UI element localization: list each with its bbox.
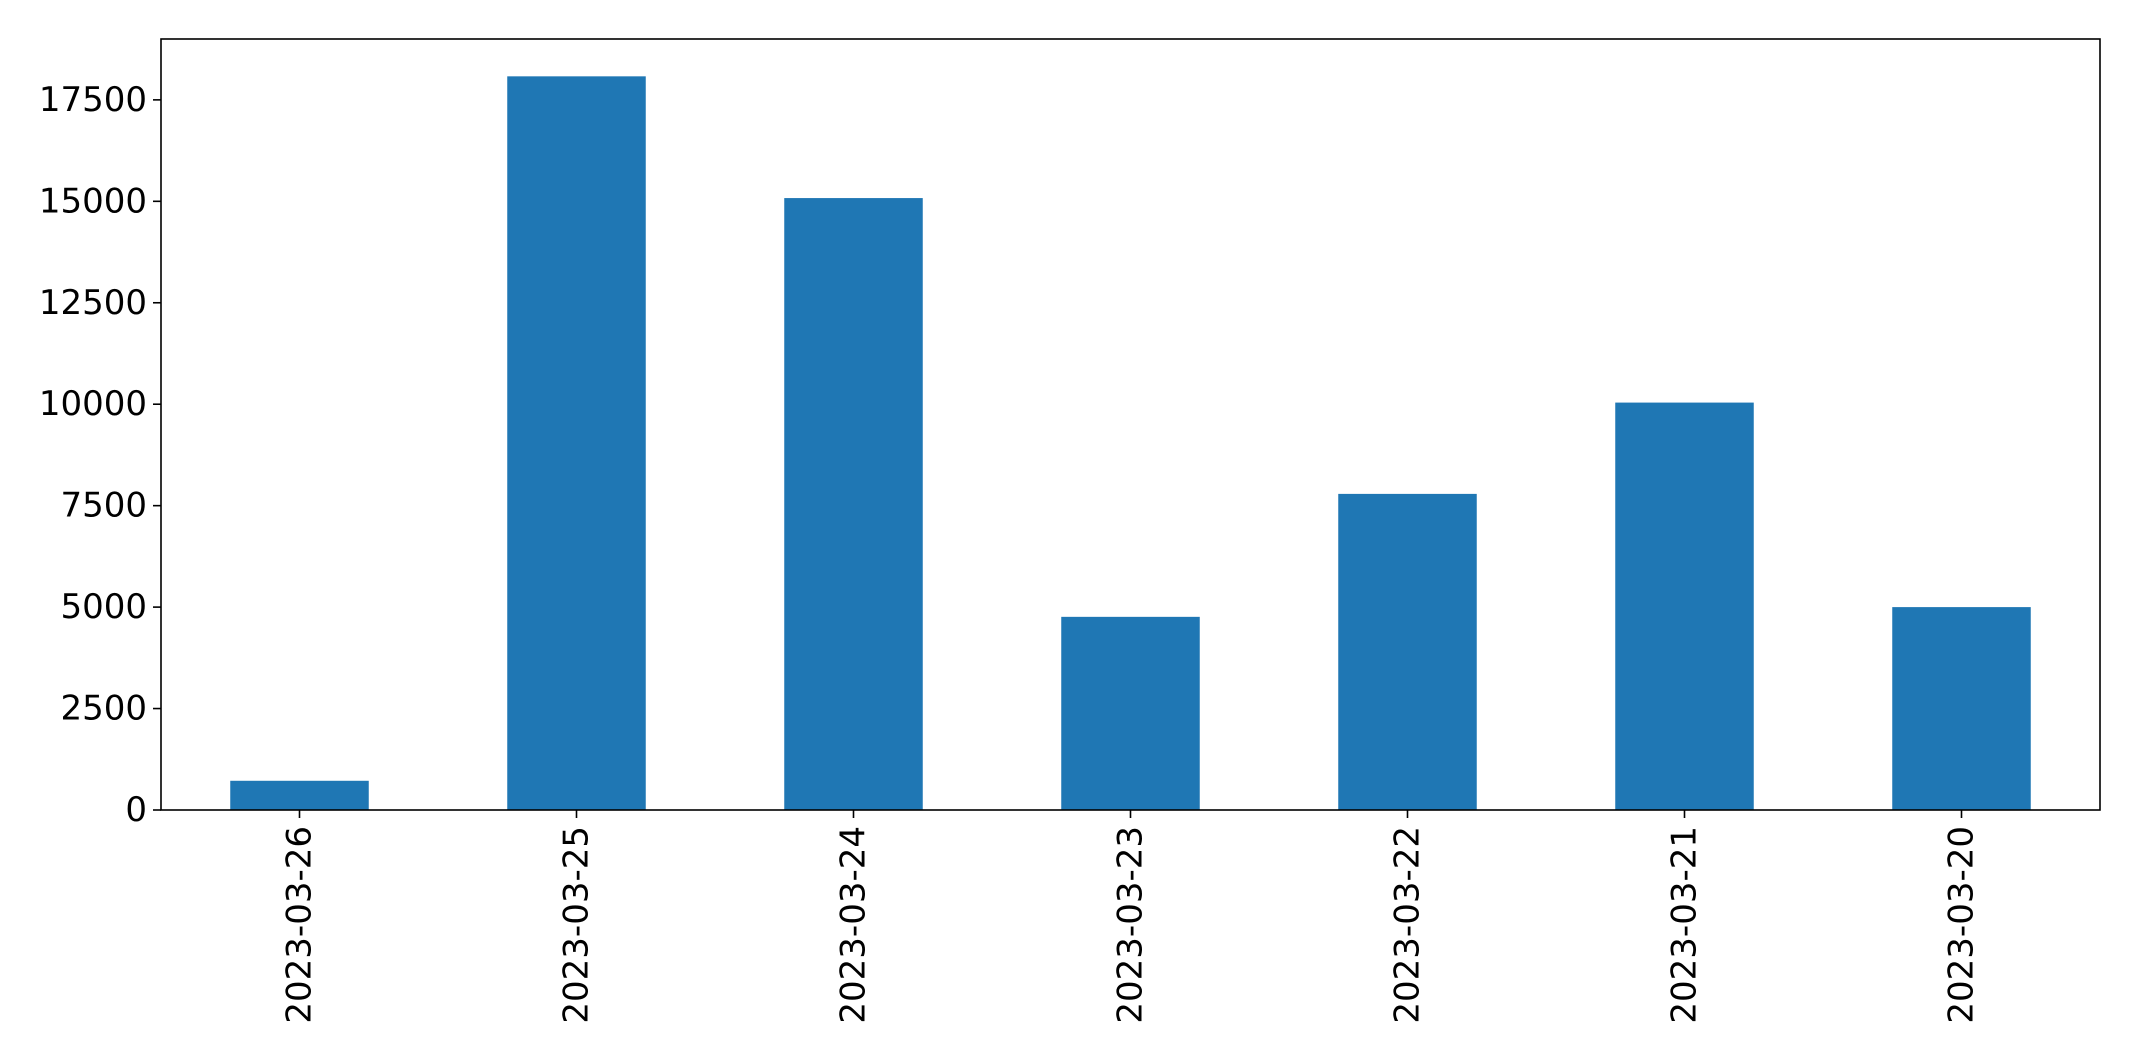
x-tick-label: 2023-03-20 [1942, 826, 1982, 1024]
bar-2023-03-20 [1892, 607, 2031, 810]
y-tick-label: 2500 [60, 689, 147, 729]
x-tick-label: 2023-03-21 [1665, 826, 1705, 1024]
y-tick-label: 0 [125, 790, 147, 830]
bar-2023-03-26 [230, 780, 369, 810]
bars-layer [230, 76, 2031, 811]
plot-frame [160, 38, 2101, 811]
x-tick-label: 2023-03-22 [1388, 826, 1428, 1024]
y-axis: 0 2500 5000 7500 10000 12500 15000 17500 [39, 80, 161, 830]
x-tick-label: 2023-03-26 [280, 826, 320, 1024]
y-tick-label: 12500 [39, 283, 147, 323]
bar-2023-03-22 [1338, 493, 1477, 810]
bar-2023-03-25 [507, 76, 646, 810]
x-axis: 2023-03-26 2023-03-25 2023-03-24 2023-03-23… [280, 810, 1982, 1024]
bar-2023-03-21 [1615, 402, 1754, 810]
x-tick-label: 2023-03-24 [834, 826, 874, 1024]
x-tick-label: 2023-03-25 [557, 826, 597, 1024]
y-tick-label: 17500 [39, 80, 147, 120]
y-tick-label: 7500 [60, 486, 147, 526]
x-tick-label: 2023-03-23 [1111, 826, 1151, 1024]
y-tick-label: 15000 [39, 181, 147, 221]
bar-2023-03-24 [784, 198, 923, 811]
y-tick-label: 5000 [60, 587, 147, 627]
bar-2023-03-23 [1061, 616, 1200, 810]
y-tick-label: 10000 [39, 384, 147, 424]
